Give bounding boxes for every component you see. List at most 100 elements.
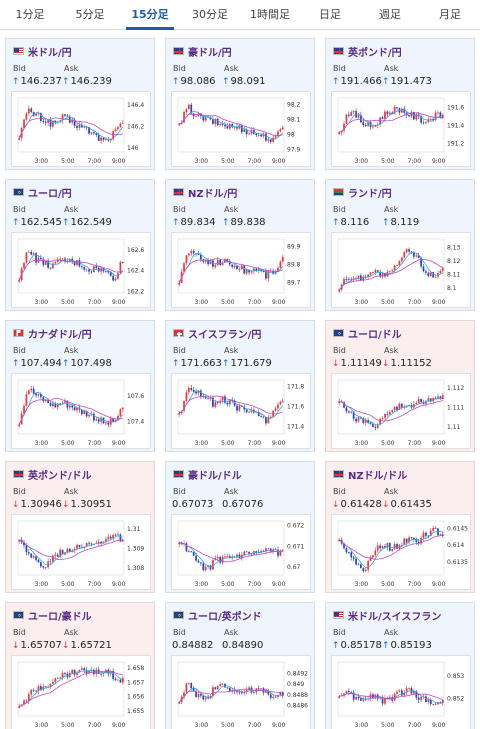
mini-chart[interactable]: 1.112 1.111 1.11 3:00 5:00 7:00 9:00 bbox=[331, 373, 471, 449]
pair-name[interactable]: 豪ドル/円 bbox=[188, 47, 232, 59]
candle-body bbox=[197, 694, 200, 698]
x-tick-label: 3:00 bbox=[35, 158, 49, 165]
candle-body bbox=[107, 271, 110, 273]
pair-name[interactable]: 米ドル/スイスフラン bbox=[348, 611, 442, 623]
rate-card[interactable]: ユーロ/豪ドル Bid Ask ↓1.65707 ↓1.65721 1.658 1.657 1… bbox=[5, 602, 155, 729]
candle-body bbox=[102, 673, 105, 675]
rate-card[interactable]: NZドル/円 Bid Ask ↑89.834 ↑89.838 89.9 89.8 89.7 3:… bbox=[165, 179, 315, 311]
candle-body bbox=[30, 388, 33, 391]
candle-body bbox=[248, 411, 250, 413]
pair-name[interactable]: NZドル/ドル bbox=[348, 470, 408, 482]
mini-chart[interactable]: 107.6 107.4 3:00 5:00 7:00 9:00 bbox=[11, 373, 151, 449]
candle-body bbox=[265, 271, 267, 279]
rate-card[interactable]: NZドル/ドル Bid Ask ↓0.61428 ↓0.61435 0.6145 0.614… bbox=[325, 461, 475, 593]
mini-chart[interactable]: 98.2 98.1 98 97.9 3:00 5:00 7:00 9:00 bbox=[171, 91, 311, 167]
ask-value: 0.67076 bbox=[222, 499, 264, 510]
bid-label: Bid bbox=[333, 487, 346, 496]
rate-card[interactable]: スイスフラン/円 Bid Ask ↑171.663 ↑171.679 171.8 171.6… bbox=[165, 320, 315, 452]
pair-name[interactable]: ランド/円 bbox=[348, 188, 392, 200]
x-tick-label: 7:00 bbox=[408, 722, 422, 729]
pair-name[interactable]: 豪ドル/ドル bbox=[188, 470, 242, 482]
candle-body bbox=[93, 266, 95, 273]
x-tick-label: 9:00 bbox=[112, 299, 126, 306]
y-tick-label: 171.6 bbox=[287, 404, 304, 411]
tab-30min[interactable]: 30分足 bbox=[192, 8, 228, 21]
candle-body bbox=[117, 127, 119, 130]
candle-body bbox=[52, 681, 54, 684]
rate-card[interactable]: 英ポンド/ドル Bid Ask ↓1.30946 ↓1.30951 1.31 1.309 1.… bbox=[5, 461, 155, 593]
pair-name[interactable]: スイスフラン/円 bbox=[188, 329, 262, 341]
mini-chart[interactable]: 162.6 162.4 162.2 3:00 5:00 7:00 9:00 bbox=[11, 232, 151, 308]
pair-name[interactable]: 米ドル/円 bbox=[28, 47, 72, 59]
pair-name[interactable]: NZドル/円 bbox=[188, 188, 238, 200]
candle-body bbox=[61, 549, 64, 555]
tab-1hour[interactable]: 1時間足 bbox=[250, 8, 290, 21]
candle-body bbox=[388, 411, 391, 415]
candle-body bbox=[403, 538, 406, 545]
bid-price: ↓1.11149 bbox=[332, 358, 382, 369]
bid-price: ↑162.545 bbox=[12, 217, 62, 228]
mini-chart[interactable]: 1.31 1.309 1.308 3:00 5:00 7:00 9:00 bbox=[11, 514, 151, 590]
pair-name[interactable]: ユーロ/円 bbox=[28, 188, 72, 200]
y-tick-label: 98.1 bbox=[287, 117, 301, 124]
tab-15min[interactable]: 15分足 bbox=[120, 0, 180, 30]
tab-5min[interactable]: 5分足 bbox=[75, 8, 105, 21]
rate-card[interactable]: ランド/円 Bid Ask ↑8.116 ↑8.119 8.13 8.12 8.11 8.1 3:… bbox=[325, 179, 475, 311]
rate-card[interactable]: ユーロ/円 Bid Ask ↑162.545 ↑162.549 162.6 162.4 162… bbox=[5, 179, 155, 311]
pair-name[interactable]: 英ポンド/円 bbox=[348, 47, 402, 59]
x-tick-label: 3:00 bbox=[195, 722, 209, 729]
pair-name[interactable]: ユーロ/英ポンド bbox=[188, 611, 262, 623]
candle-body bbox=[30, 251, 33, 255]
rate-card[interactable]: 豪ドル/ドル Bid Ask 0.67073 0.67076 0.672 0.671 0.67… bbox=[165, 461, 315, 593]
rate-card[interactable]: 米ドル/スイスフラン Bid Ask ↑0.85178 ↑0.85193 0.853 0.8… bbox=[325, 602, 475, 729]
mini-chart[interactable]: 171.8 171.6 171.4 3:00 5:00 7:00 9:00 bbox=[171, 373, 311, 449]
tab-monthly[interactable]: 月足 bbox=[439, 8, 461, 21]
pair-name[interactable]: ユーロ/ドル bbox=[348, 329, 402, 341]
mini-chart[interactable]: 0.853 0.852 3:00 5:00 7:00 9:00 bbox=[331, 655, 471, 729]
candle-body bbox=[343, 693, 345, 696]
candle-body bbox=[95, 133, 98, 135]
y-tick-label: 191.6 bbox=[447, 105, 464, 112]
rate-card[interactable]: ユーロ/ドル Bid Ask ↓1.11149 ↓1.11152 1.112 1.111 1.… bbox=[325, 320, 475, 452]
candle-body bbox=[391, 409, 394, 412]
x-tick-label: 7:00 bbox=[408, 440, 422, 447]
bid-value: 1.11149 bbox=[340, 358, 382, 369]
candle-body bbox=[345, 407, 348, 412]
candle-body bbox=[88, 127, 90, 134]
pair-name[interactable]: ユーロ/豪ドル bbox=[28, 611, 92, 623]
pair-name[interactable]: 英ポンド/ドル bbox=[28, 470, 92, 482]
y-tick-label: 1.308 bbox=[127, 565, 144, 572]
mini-chart[interactable]: 89.9 89.8 89.7 3:00 5:00 7:00 9:00 bbox=[171, 232, 311, 308]
tab-1min[interactable]: 1分足 bbox=[15, 8, 45, 21]
candle-body bbox=[420, 696, 422, 700]
mini-chart[interactable]: 8.13 8.12 8.11 8.1 3:00 5:00 7:00 9:00 bbox=[331, 232, 471, 308]
candle-body bbox=[190, 388, 193, 390]
mini-chart[interactable]: 0.6145 0.614 0.6135 3:00 5:00 7:00 9:00 bbox=[331, 514, 471, 590]
candle-body bbox=[279, 550, 282, 556]
mini-chart[interactable]: 1.658 1.657 1.656 1.655 3:00 5:00 7:00 9:00 bbox=[11, 655, 151, 729]
candle-body bbox=[85, 542, 88, 547]
tab-weekly[interactable]: 週足 bbox=[379, 8, 401, 21]
moving-average-slow bbox=[339, 400, 443, 422]
rate-card[interactable]: ユーロ/英ポンド Bid Ask 0.84882 0.84890 0.8492 0.849 0… bbox=[165, 602, 315, 729]
mini-chart[interactable]: 146.4 146.2 146 3:00 5:00 7:00 9:00 bbox=[11, 91, 151, 167]
rate-card[interactable]: 豪ドル/円 Bid Ask ↑98.086 ↑98.091 98.2 98.1 98 97.9 3… bbox=[165, 38, 315, 170]
rate-card[interactable]: 英ポンド/円 Bid Ask ↑191.466 ↑191.473 191.6 191.4 19… bbox=[325, 38, 475, 170]
mini-chart[interactable]: 0.672 0.671 0.67 3:00 5:00 7:00 9:00 bbox=[171, 514, 311, 590]
candle-body bbox=[216, 556, 219, 559]
candle-body bbox=[422, 122, 425, 124]
rate-card[interactable]: カナダドル/円 Bid Ask ↑107.494 ↑107.498 107.6 107.4 3… bbox=[5, 320, 155, 452]
candle-body bbox=[47, 119, 49, 123]
candle-body bbox=[78, 260, 81, 267]
pair-name[interactable]: カナダドル/円 bbox=[28, 329, 92, 341]
candle-body bbox=[192, 688, 195, 692]
bid-label: Bid bbox=[333, 628, 346, 637]
candle-body bbox=[415, 539, 418, 542]
tab-daily[interactable]: 日足 bbox=[319, 8, 341, 21]
candle-body bbox=[388, 271, 391, 272]
candle-body bbox=[42, 259, 45, 265]
candle-body bbox=[281, 127, 284, 130]
mini-chart[interactable]: 191.6 191.4 191.2 3:00 5:00 7:00 9:00 bbox=[331, 91, 471, 167]
rate-card[interactable]: 米ドル/円 Bid Ask ↑146.237 ↑146.239 146.4 146.2 146… bbox=[5, 38, 155, 170]
mini-chart[interactable]: 0.8492 0.849 0.8488 0.8486 3:00 5:00 7:00 9:00 bbox=[171, 655, 311, 729]
